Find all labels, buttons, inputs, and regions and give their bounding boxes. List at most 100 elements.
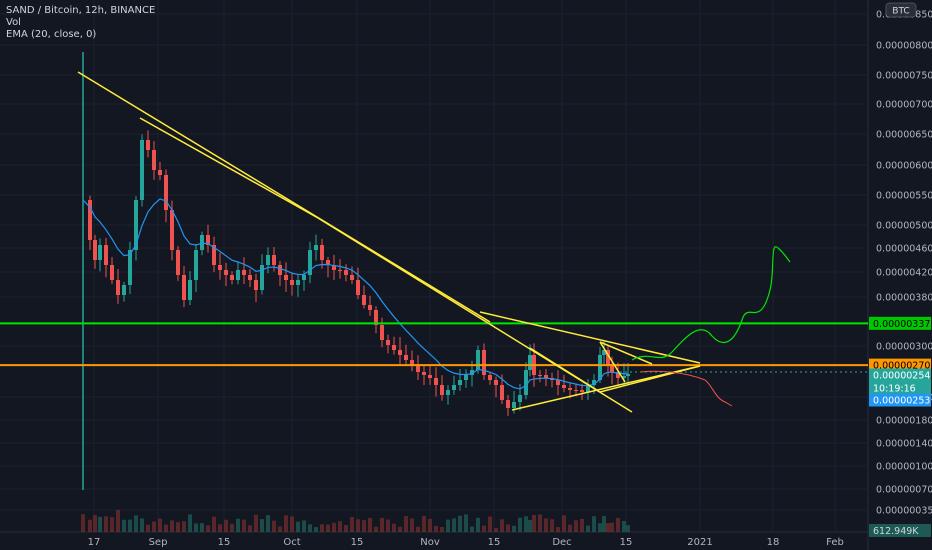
support-price-label-text: 0.00000270: [873, 361, 930, 372]
candle-body: [290, 280, 294, 285]
candle-body: [494, 380, 498, 385]
volume-bar: [116, 509, 120, 532]
candle: [422, 364, 426, 386]
candle-body: [626, 374, 630, 376]
candle: [212, 236, 216, 273]
volume-bar: [494, 527, 498, 532]
volume-bar: [482, 525, 486, 532]
candle-body: [544, 375, 548, 378]
x-tick-label: 15: [351, 537, 364, 548]
currency-badge: BTC: [885, 2, 917, 18]
volume-bar: [428, 519, 432, 532]
candle: [616, 362, 620, 386]
candle: [278, 260, 282, 287]
volume-bar: [81, 514, 85, 532]
volume-bar: [176, 522, 180, 532]
volume-bar: [374, 526, 378, 532]
candle: [452, 375, 456, 395]
candle: [404, 344, 408, 366]
trend-line: [599, 341, 626, 383]
volume-bar: [266, 515, 270, 532]
volume-bar: [398, 526, 402, 532]
candle: [410, 350, 414, 372]
candle-body: [158, 170, 162, 175]
volume-bar: [518, 517, 522, 532]
candle-body: [88, 200, 92, 240]
last-price-price-label-text: 0.00000254: [873, 371, 930, 382]
ema-value-price-label-text: 0.00000253: [873, 396, 930, 407]
candle-body: [518, 395, 522, 402]
volume-bars: [81, 509, 630, 532]
candle-body: [602, 350, 606, 355]
y-tick-label: 0.00000600: [876, 161, 932, 172]
candle-body: [224, 270, 228, 275]
candle-body: [308, 250, 312, 275]
volume-bar: [446, 519, 450, 532]
candle: [206, 224, 210, 253]
volume-bar: [242, 519, 246, 532]
candle: [254, 273, 258, 303]
y-tick-label: 0.00000800: [876, 41, 932, 52]
volume-bar: [470, 526, 474, 532]
volume-bar: [440, 527, 444, 532]
candle: [134, 196, 138, 261]
candle: [368, 295, 372, 316]
candle-body: [104, 245, 108, 265]
volume-bar: [500, 519, 504, 532]
volume-bar: [110, 517, 114, 532]
volume-bar: [524, 516, 528, 532]
candle: [224, 262, 228, 287]
candle-body: [254, 280, 258, 290]
candle-body: [506, 400, 510, 408]
candle: [392, 336, 396, 355]
x-tick-label: Dec: [552, 537, 571, 548]
x-tick-label: Nov: [420, 537, 440, 548]
trend-line: [511, 365, 701, 411]
candle-body: [452, 385, 456, 390]
candle-body: [344, 270, 348, 275]
y-tick-label: 0.00000140: [876, 439, 932, 450]
last-price-price-label: 0.00000254: [869, 368, 931, 382]
candle: [260, 254, 264, 295]
candle-body: [592, 380, 596, 385]
candle: [356, 267, 360, 300]
volume-bar: [182, 521, 186, 532]
candle-body: [580, 390, 584, 392]
volume-bar: [164, 524, 168, 532]
candle-body: [230, 275, 234, 280]
volume-bar: [320, 524, 324, 532]
candle: [93, 234, 97, 269]
candle-body: [598, 355, 602, 380]
candle: [602, 340, 606, 365]
candle-body: [488, 375, 492, 380]
candle-body: [434, 378, 438, 385]
volume-bar: [464, 514, 468, 532]
volume-bar: [616, 518, 620, 532]
candle: [332, 254, 336, 281]
candle: [494, 376, 498, 398]
volume-price-label: 612.949K: [869, 524, 931, 537]
volume-bar: [296, 521, 300, 532]
candle-body: [206, 235, 210, 245]
volume-bar: [248, 525, 252, 532]
volume-bar: [528, 519, 532, 532]
currency-badge-bg: [885, 2, 917, 18]
candle-body: [392, 345, 396, 350]
candle-body: [524, 370, 528, 395]
volume-bar: [98, 516, 102, 532]
candle-body: [170, 210, 174, 250]
volume-bar: [598, 523, 602, 532]
volume-bar: [568, 524, 572, 532]
volume-bar: [158, 518, 162, 532]
volume-bar: [386, 519, 390, 532]
y-tick-label: 0.00000035: [876, 506, 932, 517]
candle-body: [606, 350, 610, 365]
candle-body: [116, 280, 120, 295]
x-tick-label: 15: [218, 537, 231, 548]
volume-bar: [230, 523, 234, 532]
candle-body: [314, 245, 318, 250]
ema-line: [82, 198, 629, 390]
volume-bar: [580, 518, 584, 532]
